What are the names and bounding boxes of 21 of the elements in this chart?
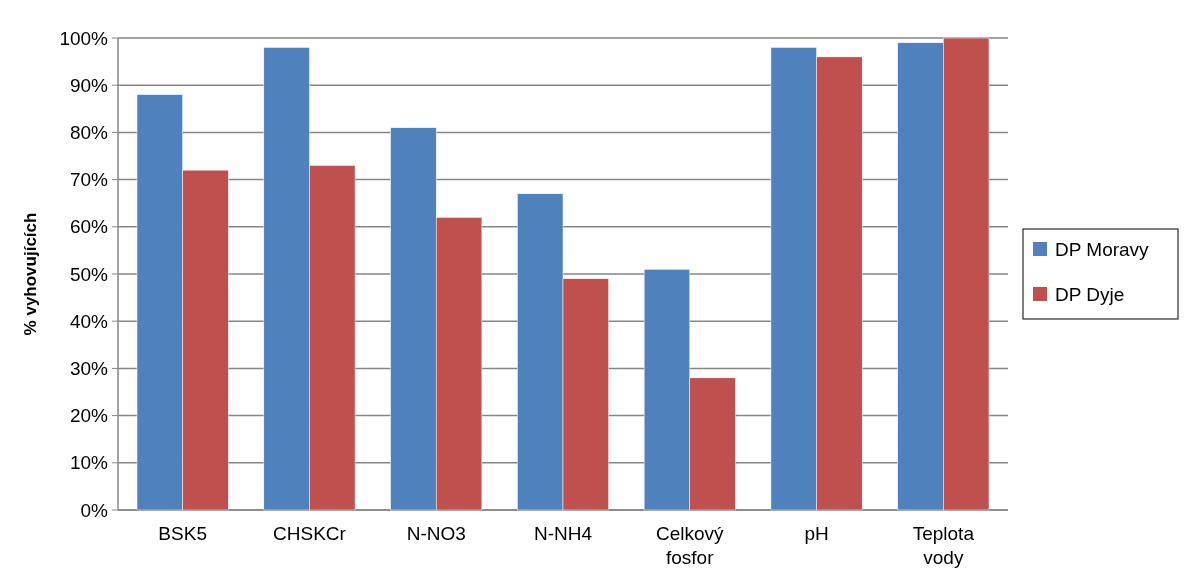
x-tick-label: Celkový fosfor [655,523,725,568]
x-tick-label: N-NO3 [406,523,466,544]
x-tick-label: N-NH4 [533,523,593,544]
x-tick-label: CHSKCr [273,523,347,544]
x-tick-label: Teplota vody [912,523,975,568]
y-tick-label: 90% [69,74,109,96]
y-tick-label: 80% [69,122,109,144]
x-tick-label: pH [804,523,829,544]
x-tick-label: BSK5 [158,523,207,544]
y-tick-label: 40% [69,310,109,332]
legend-label: DP Moravy [1055,238,1150,260]
y-tick-label: 10% [69,452,109,474]
y-tick-label: 100% [59,27,109,49]
legend-label: DP Dyje [1055,283,1125,305]
y-tick-label: 20% [69,405,109,427]
y-tick-label: 70% [69,169,109,191]
y-tick-label: 30% [69,358,109,380]
y-tick-label: 0% [80,499,109,521]
y-axis-title: % vyhovujících [21,212,40,336]
y-tick-label: 50% [69,263,109,285]
y-tick-label: 60% [69,216,109,238]
